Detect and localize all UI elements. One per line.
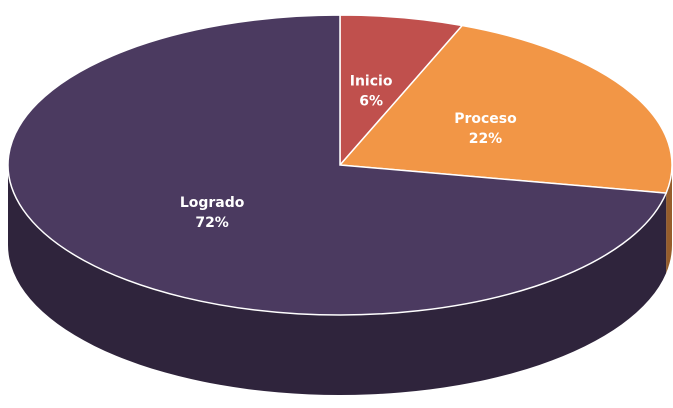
slice — [7, 14, 668, 316]
slice-label: Inicio — [350, 73, 393, 89]
slice — [339, 14, 464, 167]
slice-value-label: 6% — [359, 93, 383, 109]
slice-side — [8, 165, 667, 396]
slice-label: Proceso — [454, 111, 517, 127]
slice — [338, 24, 673, 194]
slice-side — [666, 165, 672, 274]
slice-value-label: 72% — [195, 215, 229, 231]
slice-label: Logrado — [180, 195, 245, 211]
slice-value-label: 22% — [469, 131, 503, 147]
